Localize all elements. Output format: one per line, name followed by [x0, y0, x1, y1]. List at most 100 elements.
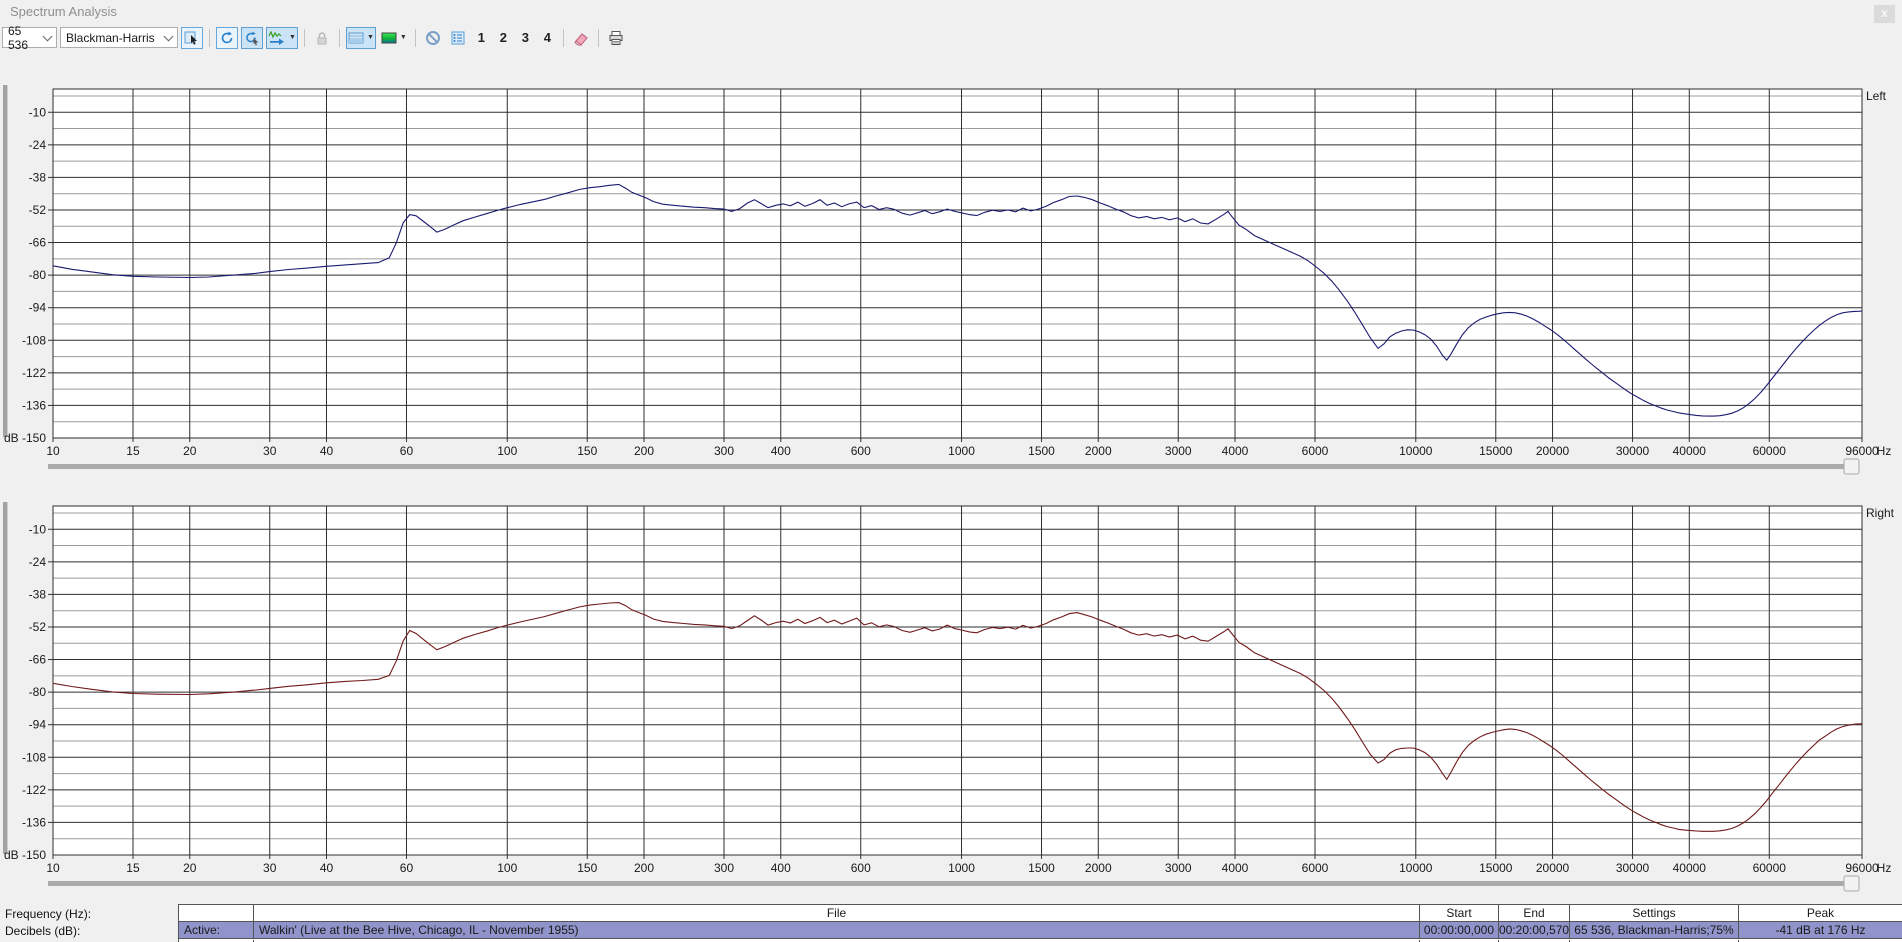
- window-function-combo[interactable]: Blackman-Harris: [60, 27, 178, 48]
- spectrum-chart-right[interactable]: -10 -24 -38 -52 -66 -80 -94 -108 -122 -136 10 15 20 3…: [0, 417, 1902, 897]
- svg-text:-10: -10: [29, 105, 47, 119]
- select-tool-button[interactable]: [181, 26, 203, 49]
- svg-text:400: 400: [771, 861, 791, 875]
- svg-text:-94: -94: [29, 301, 47, 315]
- window-function-value: Blackman-Harris: [66, 30, 155, 45]
- svg-text:100: 100: [497, 861, 517, 875]
- svg-text:60000: 60000: [1753, 444, 1787, 458]
- svg-text:300: 300: [714, 444, 734, 458]
- svg-text:30: 30: [263, 444, 277, 458]
- peak-value: -41 dB at 176 Hz: [1739, 922, 1902, 939]
- grid-style-button[interactable]: ▼: [345, 26, 376, 49]
- status-bar: Frequency (Hz): Decibels (dB): FFT Si Fi…: [0, 904, 1902, 942]
- svg-text:60: 60: [400, 861, 414, 875]
- svg-text:3000: 3000: [1165, 444, 1192, 458]
- svg-text:150: 150: [577, 444, 597, 458]
- print-button[interactable]: [605, 27, 627, 49]
- svg-text:20: 20: [183, 861, 197, 875]
- grid-panel-icon: [348, 30, 364, 46]
- svg-text:10: 10: [46, 444, 60, 458]
- scan-mode-button[interactable]: ▼: [266, 26, 298, 49]
- active-label: Active:: [179, 922, 254, 939]
- refresh-button[interactable]: [216, 26, 238, 49]
- hold-1-button[interactable]: 1: [477, 30, 485, 45]
- toolbar-separator: [597, 28, 599, 47]
- header-file: File: [254, 905, 1420, 922]
- spectrum-arrow-icon: [268, 30, 286, 46]
- list-panel-icon: [450, 30, 466, 46]
- svg-text:10000: 10000: [1399, 444, 1433, 458]
- chart-canvas-right[interactable]: -10 -24 -38 -52 -66 -80 -94 -108 -122 -136 10 15 20 3…: [0, 417, 1902, 897]
- start-time: 00:00:00,000: [1420, 922, 1499, 939]
- fft-size-value: 65 536: [8, 23, 29, 52]
- svg-text:1000: 1000: [948, 861, 975, 875]
- auto-refresh-button[interactable]: [241, 26, 263, 49]
- svg-text:20000: 20000: [1536, 444, 1570, 458]
- svg-text:-108: -108: [22, 333, 46, 347]
- svg-text:Hz: Hz: [1877, 861, 1892, 875]
- table-row-next: [179, 940, 1902, 942]
- dropdown-caret-icon[interactable]: ▼: [399, 34, 407, 41]
- hold-2-button[interactable]: 2: [499, 30, 507, 45]
- svg-text:150: 150: [577, 861, 597, 875]
- header-empty: [179, 905, 254, 922]
- end-time: 00:20:00,570: [1499, 922, 1570, 939]
- svg-text:30: 30: [263, 861, 277, 875]
- toolbar-buttons: ▼ ▼ ▼ 1 2 3 4: [181, 26, 627, 49]
- file-table: File Start End Settings Peak Active: Wal…: [178, 904, 1902, 942]
- fft-size-combo[interactable]: 65 536: [2, 24, 57, 52]
- svg-text:40000: 40000: [1673, 861, 1707, 875]
- toolbar-separator: [562, 28, 564, 47]
- legend-button[interactable]: [447, 27, 469, 49]
- svg-text:-24: -24: [29, 138, 47, 152]
- svg-text:15000: 15000: [1479, 861, 1513, 875]
- svg-text:10: 10: [46, 861, 60, 875]
- svg-text:-80: -80: [29, 685, 47, 699]
- h-scrollbar-track[interactable]: [48, 881, 1848, 886]
- h-scrollbar-thumb[interactable]: [1843, 458, 1860, 475]
- eraser-button[interactable]: [570, 27, 592, 49]
- header-peak: Peak: [1739, 905, 1902, 922]
- svg-text:600: 600: [851, 861, 871, 875]
- svg-text:-80: -80: [29, 268, 47, 282]
- svg-text:-10: -10: [29, 522, 47, 536]
- svg-text:-52: -52: [29, 203, 47, 217]
- dropdown-caret-icon[interactable]: ▼: [366, 34, 374, 41]
- spectrum-chart-left[interactable]: -10 -24 -38 -52 -66 -80 -94 -108 -122 -136 10 15 20 3…: [0, 0, 1902, 480]
- svg-text:-52: -52: [29, 620, 47, 634]
- palette-button[interactable]: ▼: [379, 27, 409, 49]
- window-title: Spectrum Analysis: [10, 4, 117, 19]
- svg-text:1500: 1500: [1028, 861, 1055, 875]
- svg-text:-108: -108: [22, 750, 46, 764]
- channel-label: Left: [1866, 89, 1887, 103]
- svg-text:Hz: Hz: [1877, 444, 1892, 458]
- settings-value: 65 536, Blackman-Harris;75%: [1570, 922, 1739, 939]
- svg-text:2000: 2000: [1085, 444, 1112, 458]
- h-scrollbar-track[interactable]: [48, 464, 1848, 469]
- refresh-pointer-icon: [244, 30, 260, 46]
- lock-button[interactable]: [311, 27, 333, 49]
- titlebar: Spectrum Analysis x: [0, 0, 1902, 24]
- svg-text:400: 400: [771, 444, 791, 458]
- table-row-active-file[interactable]: Active: Walkin' (Live at the Bee Hive, C…: [179, 922, 1902, 939]
- toolbar-separator: [414, 28, 416, 47]
- chart-canvas-left[interactable]: -10 -24 -38 -52 -66 -80 -94 -108 -122 -136 10 15 20 3…: [0, 0, 1902, 480]
- lock-icon: [314, 30, 330, 46]
- pointer-panel-icon: [184, 30, 200, 46]
- clear-display-button[interactable]: [422, 27, 444, 49]
- toolbar: 65 536 Blackman-Harris ▼ ▼ ▼ 1 2 3 4: [0, 24, 1902, 52]
- svg-text:600: 600: [851, 444, 871, 458]
- left-edge-strip: [3, 85, 8, 437]
- h-scrollbar-thumb[interactable]: [1843, 875, 1860, 892]
- svg-text:200: 200: [634, 861, 654, 875]
- svg-text:96000: 96000: [1845, 861, 1879, 875]
- hold-4-button[interactable]: 4: [543, 30, 551, 45]
- svg-text:15000: 15000: [1479, 444, 1513, 458]
- close-button[interactable]: x: [1874, 5, 1895, 23]
- svg-text:6000: 6000: [1302, 861, 1329, 875]
- dropdown-caret-icon[interactable]: ▼: [289, 34, 296, 41]
- hold-3-button[interactable]: 3: [521, 30, 529, 45]
- svg-text:15: 15: [126, 444, 140, 458]
- svg-text:15: 15: [126, 861, 140, 875]
- svg-text:-66: -66: [29, 236, 47, 250]
